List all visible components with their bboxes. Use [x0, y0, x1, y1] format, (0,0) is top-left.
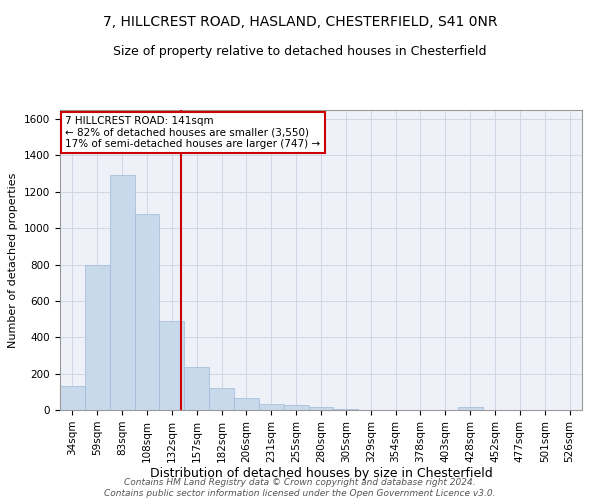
- Bar: [234, 398, 259, 410]
- Bar: [184, 368, 209, 410]
- Text: Contains HM Land Registry data © Crown copyright and database right 2024.
Contai: Contains HM Land Registry data © Crown c…: [104, 478, 496, 498]
- Bar: [134, 214, 160, 410]
- Bar: [85, 264, 110, 410]
- Bar: [209, 388, 234, 410]
- Bar: [458, 408, 482, 410]
- Bar: [259, 404, 284, 410]
- Bar: [284, 406, 308, 410]
- Text: Size of property relative to detached houses in Chesterfield: Size of property relative to detached ho…: [113, 45, 487, 58]
- Bar: [308, 408, 334, 410]
- Text: 7, HILLCREST ROAD, HASLAND, CHESTERFIELD, S41 0NR: 7, HILLCREST ROAD, HASLAND, CHESTERFIELD…: [103, 15, 497, 29]
- X-axis label: Distribution of detached houses by size in Chesterfield: Distribution of detached houses by size …: [149, 468, 493, 480]
- Text: 7 HILLCREST ROAD: 141sqm
← 82% of detached houses are smaller (3,550)
17% of sem: 7 HILLCREST ROAD: 141sqm ← 82% of detach…: [65, 116, 320, 149]
- Bar: [60, 386, 85, 410]
- Bar: [334, 409, 358, 410]
- Bar: [160, 321, 184, 410]
- Bar: [110, 176, 134, 410]
- Y-axis label: Number of detached properties: Number of detached properties: [8, 172, 19, 348]
